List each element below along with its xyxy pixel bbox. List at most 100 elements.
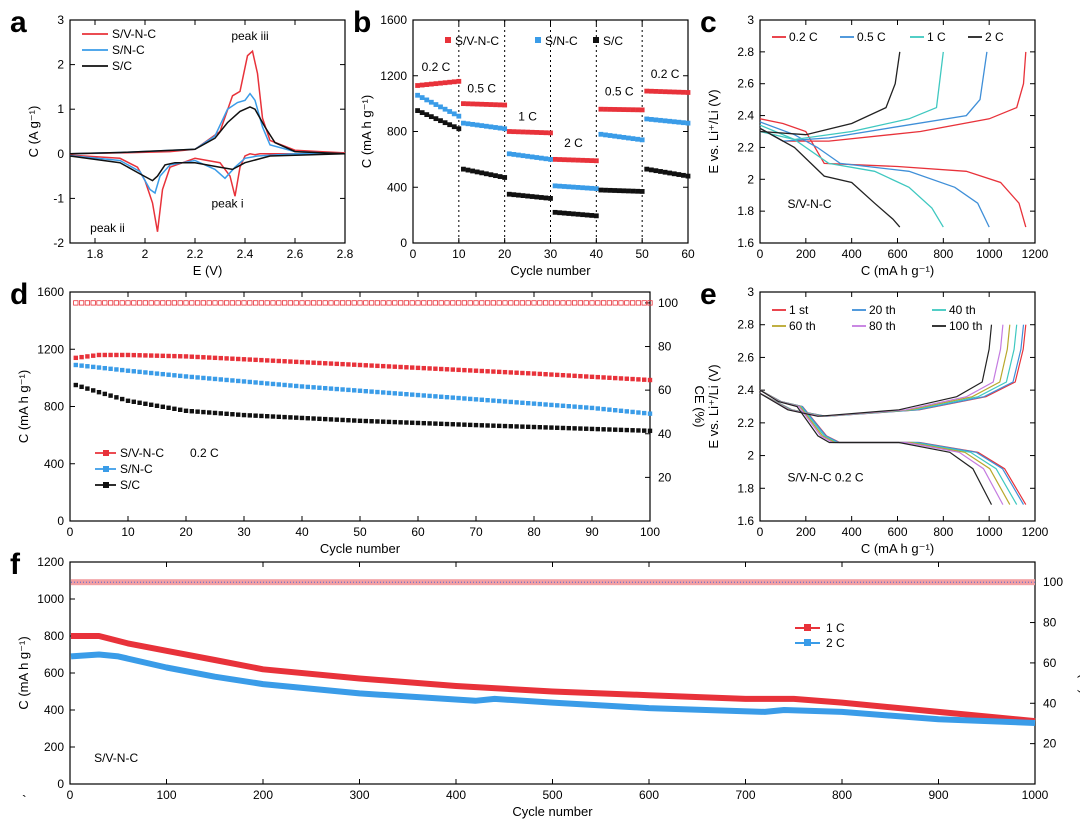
data-point (462, 396, 467, 401)
data-point (178, 407, 183, 412)
data-point (447, 109, 453, 114)
legend-marker (103, 466, 109, 472)
x-tick-label: 500 (542, 788, 562, 802)
y-tick-label: 2.4 (737, 383, 754, 397)
panel-f: 0 100 200 300 400 500 600 700 800 900 1000 0 200 400 6… (10, 548, 1080, 819)
rate-label: 0.2 C (422, 60, 451, 74)
data-point (462, 367, 467, 373)
charge-curve (759, 51, 901, 136)
data-point (236, 356, 241, 362)
ce-point (299, 300, 305, 306)
data-point (571, 157, 576, 163)
data-point (648, 117, 654, 122)
x-tick-label: 800 (933, 525, 953, 539)
data-point (160, 353, 165, 359)
data-point (427, 393, 432, 399)
data-point (207, 376, 212, 381)
data-point (357, 418, 363, 424)
data-point (642, 410, 647, 416)
ce-point (630, 300, 636, 306)
data-point (575, 185, 581, 190)
ce-point (438, 300, 444, 306)
data-point (642, 428, 647, 433)
annotation-label: peak i (211, 196, 243, 210)
legend-label: S/V-N-C (455, 34, 499, 48)
ce-point (363, 300, 369, 306)
data-point (561, 157, 567, 163)
data-point (241, 412, 247, 418)
data-point (456, 422, 461, 427)
data-point (479, 123, 485, 129)
x-tick-label: 0 (67, 788, 74, 802)
x-tick-label: 20 (179, 525, 193, 539)
data-point (566, 157, 572, 163)
y-tick-label: 1.6 (737, 236, 754, 250)
data-point (493, 173, 498, 179)
data-point (473, 368, 479, 373)
data-point (526, 424, 531, 430)
ce-point (490, 300, 497, 306)
data-point (538, 195, 544, 200)
data-point (636, 377, 641, 382)
ce-point (79, 300, 85, 306)
data-point (616, 188, 622, 194)
data-point (201, 409, 206, 415)
data-point (497, 398, 502, 404)
data-point (635, 188, 640, 194)
data-point (685, 90, 691, 95)
x-tick-label: 1000 (1022, 788, 1049, 802)
data-point (247, 357, 252, 362)
data-point (549, 425, 554, 430)
y-tick-label: 600 (44, 666, 64, 680)
data-point (433, 81, 439, 87)
data-point (676, 89, 682, 95)
data-point (433, 116, 439, 122)
data-point (626, 135, 631, 141)
data-point (662, 169, 668, 175)
y2-tick-label: 100 (1043, 575, 1063, 589)
data-point (299, 384, 305, 389)
data-point (201, 375, 206, 381)
data-point (102, 391, 107, 397)
data-point (584, 185, 590, 191)
legend-label: S/V-N-C (120, 446, 164, 460)
data-point (415, 108, 420, 113)
ce-point (142, 300, 148, 306)
data-point (555, 372, 560, 378)
x-tick-label: 70 (469, 525, 483, 539)
data-point (253, 357, 258, 363)
data-point (178, 354, 183, 359)
ce-point (543, 300, 549, 306)
data-point (438, 118, 443, 124)
data-point (352, 362, 357, 367)
data-point (468, 368, 473, 373)
data-point (529, 129, 535, 135)
data-point (461, 120, 466, 126)
data-point (497, 369, 502, 375)
data-point (154, 403, 160, 408)
data-point (557, 183, 563, 189)
data-point (630, 409, 635, 415)
data-point (195, 375, 200, 380)
y-tick-label: 1200 (37, 342, 64, 356)
legend-marker (804, 639, 811, 646)
ce-point (357, 300, 363, 306)
data-point (662, 118, 668, 124)
x-tick-label: 400 (842, 247, 862, 261)
data-point (548, 156, 553, 162)
data-point (154, 371, 160, 376)
data-point (560, 425, 566, 431)
data-point (438, 80, 443, 86)
data-point (589, 213, 595, 218)
data-point (624, 427, 629, 433)
x-axis-label: C (mA h g⁻¹) (861, 263, 934, 278)
ce-point (508, 300, 514, 306)
data-point (497, 102, 503, 108)
data-point (207, 355, 212, 360)
data-point (578, 373, 583, 379)
ce-point (339, 300, 346, 306)
ce-point (380, 300, 386, 306)
data-point (511, 192, 517, 198)
data-point (531, 424, 537, 430)
data-point (143, 370, 148, 375)
